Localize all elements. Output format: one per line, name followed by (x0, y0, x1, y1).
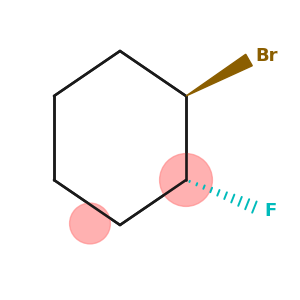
Text: F: F (264, 202, 276, 220)
Circle shape (70, 203, 110, 244)
Circle shape (160, 154, 212, 206)
Polygon shape (186, 54, 252, 96)
Text: Br: Br (255, 46, 278, 64)
